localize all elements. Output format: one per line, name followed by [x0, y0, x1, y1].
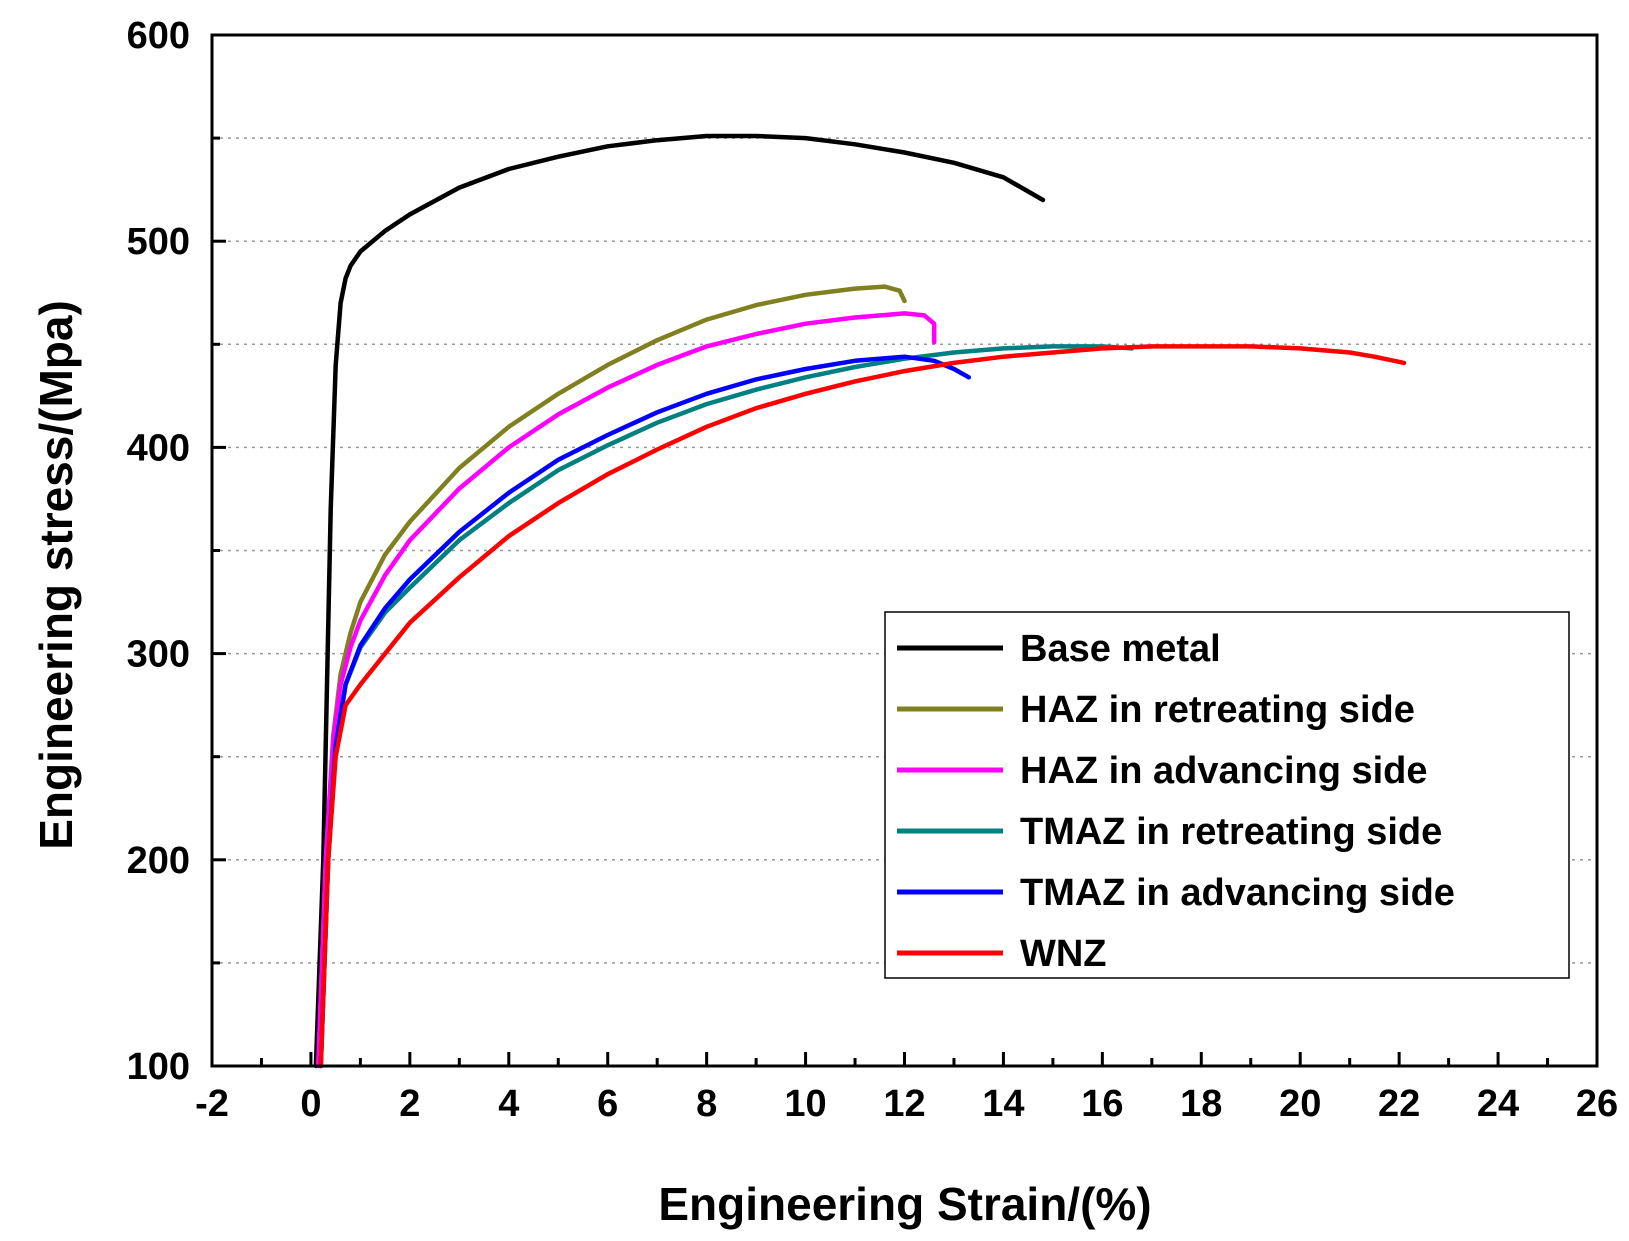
legend-box [884, 611, 1570, 979]
series-line-base-metal [313, 133, 1046, 1069]
x-tick-label: 24 [1477, 1083, 1519, 1125]
series-lines [313, 133, 1407, 1069]
x-tick-label: 26 [1576, 1083, 1618, 1125]
x-tick-label: 0 [300, 1083, 321, 1125]
x-tick-label: 8 [696, 1083, 717, 1125]
axis-ticks [210, 33, 1599, 1068]
y-tick-label: 300 [127, 634, 190, 676]
legend-label: WNZ [1020, 933, 1107, 975]
series-line-wnz [318, 344, 1407, 1069]
y-axis-title: Engineering stress/(Mpa) [30, 300, 82, 850]
legend-label: HAZ in retreating side [1020, 689, 1415, 731]
legend-label: TMAZ in advancing side [1020, 872, 1455, 914]
x-tick-label: 20 [1279, 1083, 1321, 1125]
y-tick-label: 500 [127, 221, 190, 263]
x-tick-labels: -2 0 2 4 6 8 10 12 14 16 18 20 22 24 26 [195, 1083, 1618, 1125]
x-tick-label: 18 [1180, 1083, 1222, 1125]
y-tick-label: 600 [127, 15, 190, 57]
y-tick-label: 100 [127, 1046, 190, 1088]
x-tick-label: 6 [597, 1083, 618, 1125]
legend-label: Base metal [1020, 628, 1221, 670]
x-tick-label: 2 [399, 1083, 420, 1125]
x-tick-label: 12 [883, 1083, 925, 1125]
series-line-tmaz-in-advancing-side [318, 354, 972, 1069]
series-line-haz-in-advancing-side [316, 311, 937, 1069]
x-tick-label: 4 [498, 1083, 519, 1125]
y-tick-labels: 100 200 300 400 500 600 [127, 15, 190, 1088]
legend-label: TMAZ in retreating side [1020, 811, 1442, 853]
x-tick-label: 10 [784, 1083, 826, 1125]
y-tick-label: 200 [127, 840, 190, 882]
x-tick-label: 22 [1378, 1083, 1420, 1125]
series-line-haz-in-retreating-side [316, 284, 907, 1069]
x-tick-label: -2 [195, 1083, 229, 1125]
y-tick-label: 400 [127, 427, 190, 469]
x-axis-title: Engineering Strain/(%) [658, 1178, 1151, 1230]
legend-label: HAZ in advancing side [1020, 750, 1428, 792]
x-tick-label: 16 [1081, 1083, 1123, 1125]
x-tick-label: 14 [982, 1083, 1024, 1125]
legend: Base metal HAZ in retreating side HAZ in a… [884, 611, 1570, 979]
